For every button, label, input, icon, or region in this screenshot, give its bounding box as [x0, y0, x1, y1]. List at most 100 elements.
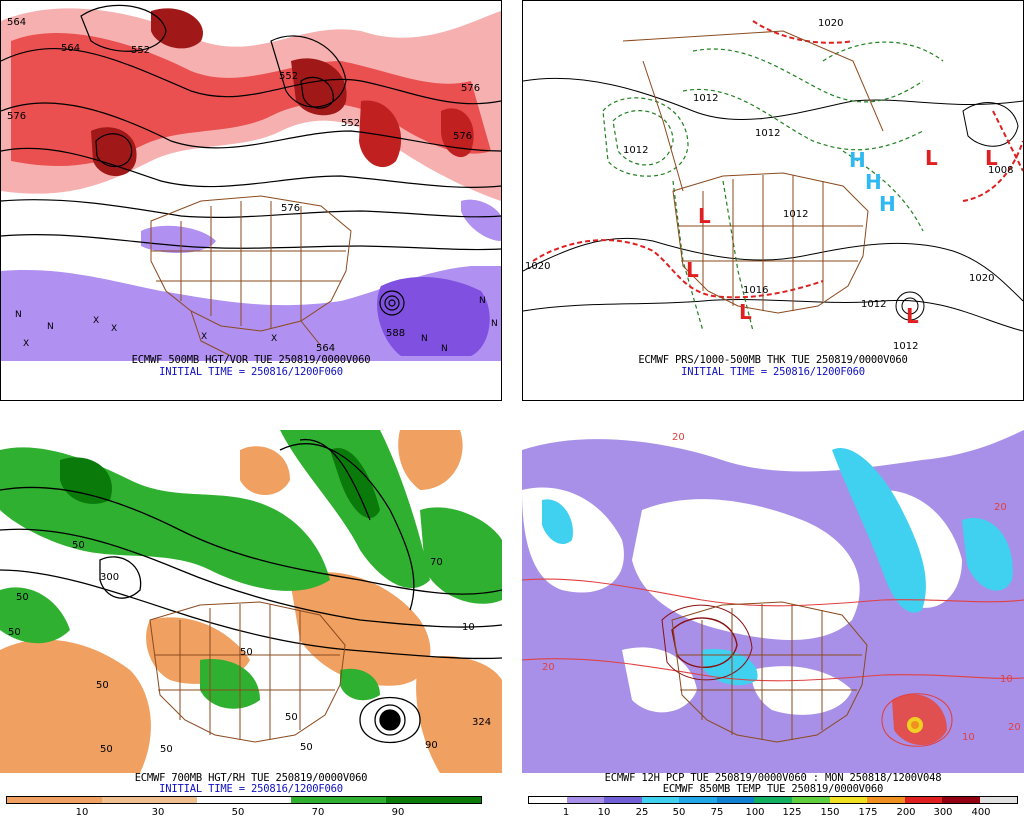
- low-markers: L L L L L L: [686, 146, 998, 328]
- contour-label: 552: [341, 118, 360, 129]
- colorbar-label: 10: [597, 807, 611, 818]
- pcp-colorbar: [528, 796, 1018, 804]
- contour-label: 20: [1008, 722, 1021, 733]
- contour-label: 20: [994, 502, 1007, 513]
- contour-label: 576: [7, 111, 26, 122]
- map-precipitation-temperature: 20 20 10 10 20 20: [522, 430, 1024, 773]
- svg-text:X: X: [271, 334, 277, 344]
- svg-text:L: L: [906, 304, 919, 328]
- colorbar-label: 25: [635, 807, 649, 818]
- map-pressure-thickness: 1020 1012 1012 1012 1020 1012 1012 1020 …: [523, 1, 1023, 400]
- contour-label: 90: [425, 740, 438, 751]
- contour-label: 1012: [861, 299, 886, 310]
- contour-label: 1016: [743, 285, 768, 296]
- contour-label: 50: [72, 540, 85, 551]
- panel-700mb-hgt-rh: 50 50 300 50 50 50 50 50 50 50 90 324 70…: [0, 430, 502, 819]
- contour-label: 50: [8, 627, 21, 638]
- contour-label: 10: [1000, 674, 1013, 685]
- colorbar-label: 90: [391, 807, 405, 818]
- state-borders: [671, 601, 868, 743]
- contour-label: 20: [542, 662, 555, 673]
- contour-label: 576: [281, 203, 300, 214]
- thickness-contours-red: [532, 20, 1023, 299]
- state-borders: [622, 30, 884, 314]
- contour-label: 10: [962, 732, 975, 743]
- colorbar-label: 30: [151, 807, 165, 818]
- contour-label: 70: [430, 557, 443, 568]
- contour-label: 20: [672, 432, 685, 443]
- svg-text:N: N: [421, 334, 428, 344]
- contour-label: 1020: [818, 18, 843, 29]
- contour-label: 1012: [783, 209, 808, 220]
- colorbar-label: 70: [311, 807, 325, 818]
- temperature-contours: [522, 578, 1024, 747]
- contour-label-group: 20 20 10 10 20 20: [542, 432, 1021, 743]
- contour-label-group: 50 50 300 50 50 50 50 50 50 50 90 324 70…: [8, 540, 491, 755]
- contour-label: 1012: [755, 128, 780, 139]
- rh-colorbar: [6, 796, 482, 804]
- contour-label: 576: [461, 83, 480, 94]
- svg-text:X: X: [93, 316, 99, 326]
- colorbar-label: 50: [672, 807, 686, 818]
- svg-text:N: N: [479, 296, 486, 306]
- colorbar-label: 150: [820, 807, 840, 818]
- contour-label: 50: [100, 744, 113, 755]
- colorbar-label: 400: [971, 807, 991, 818]
- panel-caption-line2: INITIAL TIME = 250816/1200F060: [681, 366, 865, 378]
- contour-label: 1020: [525, 261, 550, 272]
- panel-caption-line2: INITIAL TIME = 250816/1200F060: [159, 783, 343, 795]
- svg-text:L: L: [686, 258, 699, 282]
- contour-label: 564: [61, 43, 80, 54]
- height-contours: [0, 438, 502, 743]
- panel-caption-line2: ECMWF 850MB TEMP TUE 250819/0000V060: [662, 783, 884, 795]
- contour-label: 588: [386, 328, 405, 339]
- height-contours: [1, 4, 501, 316]
- svg-text:N: N: [491, 319, 498, 329]
- colorbar-label: 10: [75, 807, 89, 818]
- panel-caption-line2: INITIAL TIME = 250816/1200F060: [159, 366, 343, 378]
- state-borders: [150, 195, 352, 357]
- svg-text:H: H: [849, 148, 866, 172]
- contour-label: 552: [279, 71, 298, 82]
- svg-text:H: H: [865, 170, 882, 194]
- colorbar-label: 1: [562, 807, 570, 818]
- svg-text:L: L: [698, 204, 711, 228]
- contour-label: 50: [160, 744, 173, 755]
- colorbar-label: 125: [782, 807, 802, 818]
- svg-text:X: X: [201, 332, 207, 342]
- colorbar-label: 200: [896, 807, 916, 818]
- svg-text:L: L: [739, 300, 752, 324]
- svg-text:N: N: [47, 322, 54, 332]
- svg-text:X: X: [111, 324, 117, 334]
- panel-caption-line1: ECMWF 12H PCP TUE 250819/0000V060 : MON …: [604, 772, 942, 784]
- contour-label: 300: [100, 572, 119, 583]
- svg-text:N: N: [441, 344, 448, 354]
- contour-label: 50: [300, 742, 313, 753]
- svg-text:H: H: [879, 192, 896, 216]
- contour-label: 324: [472, 717, 491, 728]
- contour-label-group: 1020 1012 1012 1012 1020 1012 1012 1020 …: [525, 18, 1013, 352]
- colorbar-label: 50: [231, 807, 245, 818]
- panel-caption-line1: ECMWF 500MB HGT/VOR TUE 250819/0000V060: [131, 354, 371, 366]
- panel-12h-pcp-850mb-temp: 20 20 10 10 20 20 ECMWF 12H PCP TUE 2508…: [522, 430, 1024, 819]
- pcp-shading: [522, 430, 1024, 773]
- contour-label: 50: [240, 647, 253, 658]
- vorticity-markers: N X N X X X X N N N N: [15, 296, 498, 354]
- panel-prs-thickness: 1020 1012 1012 1012 1020 1012 1012 1020 …: [522, 0, 1024, 401]
- panel-caption-line1: ECMWF PRS/1000-500MB THK TUE 250819/0000…: [638, 354, 908, 366]
- state-borders: [149, 601, 346, 743]
- contour-label: 10: [462, 622, 475, 633]
- map-500mb-vorticity: 564 552 576 552 552 576 564 588 576 564 …: [1, 1, 501, 400]
- svg-text:N: N: [15, 310, 22, 320]
- colorbar-label: 175: [858, 807, 878, 818]
- contour-label: 50: [16, 592, 29, 603]
- contour-label: 50: [285, 712, 298, 723]
- panel-500mb-hgt-vor: 564 552 576 552 552 576 564 588 576 564 …: [0, 0, 502, 401]
- contour-label: 1012: [623, 145, 648, 156]
- svg-text:X: X: [23, 339, 29, 349]
- contour-label: 1008: [988, 165, 1013, 176]
- panel-caption-line1: ECMWF 700MB HGT/RH TUE 250819/0000V060: [134, 772, 368, 784]
- contour-label: 564: [7, 17, 26, 28]
- contour-label: 50: [96, 680, 109, 691]
- contour-label: 1012: [893, 341, 918, 352]
